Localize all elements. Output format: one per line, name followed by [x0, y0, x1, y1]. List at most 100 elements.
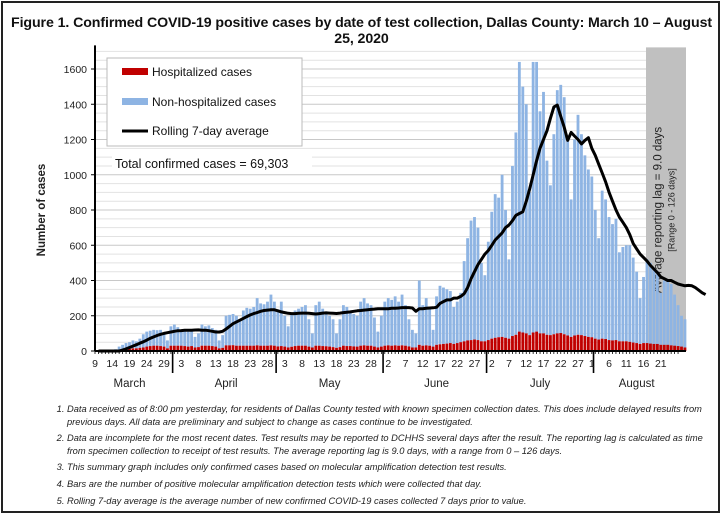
bar-hospitalized — [662, 344, 666, 351]
bar-hospitalized — [531, 332, 535, 351]
bar-hospitalized — [514, 334, 518, 351]
bar-hospitalized — [390, 345, 394, 351]
bar-non-hospitalized — [455, 301, 459, 344]
bar-hospitalized — [359, 345, 363, 351]
x-tick-label: 13 — [313, 358, 325, 370]
bar-hospitalized — [448, 343, 452, 351]
bar-hospitalized — [379, 346, 383, 351]
bar-hospitalized — [166, 348, 169, 351]
bar-non-hospitalized — [400, 294, 404, 346]
bar-hospitalized — [652, 343, 656, 351]
bar-non-hospitalized — [638, 298, 642, 344]
x-tick-label: 27 — [572, 358, 584, 370]
bar-hospitalized — [611, 340, 614, 351]
bar-non-hospitalized — [555, 90, 559, 334]
bar-hospitalized — [400, 345, 404, 351]
bar-hospitalized — [676, 346, 680, 351]
bar-hospitalized — [331, 347, 335, 351]
bar-non-hospitalized — [359, 301, 363, 346]
bar-non-hospitalized — [348, 310, 352, 347]
bar-non-hospitalized — [362, 298, 366, 346]
bar-hospitalized — [169, 345, 173, 351]
bar-non-hospitalized — [645, 259, 649, 344]
x-tick-label: 14 — [106, 358, 118, 370]
bar-hospitalized — [580, 335, 583, 351]
bar-hospitalized — [304, 345, 307, 351]
bar-non-hospitalized — [448, 291, 452, 344]
bar-hospitalized — [538, 333, 542, 351]
bar-non-hospitalized — [166, 340, 169, 349]
bar-non-hospitalized — [621, 247, 625, 342]
bar-non-hospitalized — [573, 139, 576, 336]
bar-non-hospitalized — [576, 114, 580, 335]
bar-hospitalized — [431, 346, 435, 351]
bar-hospitalized — [645, 343, 649, 351]
bar-hospitalized — [335, 347, 338, 351]
cases-chart: Average reporting lag = 9.0 days [Range 0… — [36, 45, 707, 390]
bar-hospitalized — [266, 345, 269, 351]
x-tick-label: 24 — [141, 358, 153, 370]
bar-non-hospitalized — [528, 192, 532, 336]
bar-hospitalized — [638, 343, 642, 351]
x-tick-label: 2 — [489, 358, 495, 370]
bar-non-hospitalized — [341, 305, 345, 346]
x-tick-label: 3 — [282, 358, 288, 370]
bar-hospitalized — [583, 336, 587, 351]
bar-hospitalized — [221, 347, 225, 351]
bar-non-hospitalized — [445, 289, 449, 344]
bar-non-hospitalized — [304, 305, 307, 346]
bar-hospitalized — [476, 340, 480, 351]
x-tick-label: 19 — [124, 358, 136, 370]
bar-non-hospitalized — [631, 257, 635, 343]
bar-non-hospitalized — [431, 329, 435, 347]
bar-hospitalized — [455, 343, 459, 351]
bar-hospitalized — [145, 346, 149, 351]
legend-label-non-hospitalized: Non-hospitalized cases — [152, 95, 276, 109]
bar-non-hospitalized — [517, 61, 521, 332]
bar-hospitalized — [597, 339, 601, 351]
bar-non-hospitalized — [286, 326, 290, 348]
bar-hospitalized — [600, 338, 604, 351]
bar-hospitalized — [138, 347, 142, 351]
bar-hospitalized — [435, 344, 438, 351]
bar-hospitalized — [269, 345, 273, 351]
bar-hospitalized — [235, 345, 238, 351]
bar-non-hospitalized — [179, 329, 183, 346]
bar-non-hospitalized — [369, 305, 373, 346]
bar-hospitalized — [500, 336, 504, 351]
bar-non-hospitalized — [231, 313, 235, 346]
bar-hospitalized — [466, 340, 470, 351]
footnote-4: Bars are the number of positive molecula… — [67, 478, 705, 491]
bar-non-hospitalized — [345, 306, 349, 347]
bar-hospitalized — [193, 347, 197, 351]
bar-hospitalized — [649, 343, 652, 351]
bar-hospitalized — [617, 341, 621, 351]
bar-hospitalized — [542, 333, 545, 351]
bar-hospitalized — [197, 347, 200, 351]
bar-hospitalized — [283, 346, 287, 351]
bar-hospitalized — [231, 345, 235, 351]
bar-hospitalized — [462, 341, 466, 351]
bar-non-hospitalized — [245, 307, 249, 346]
bar-hospitalized — [290, 346, 294, 351]
x-tick-label: 8 — [196, 358, 202, 370]
bar-non-hospitalized — [569, 199, 573, 337]
bar-non-hospitalized — [473, 217, 476, 340]
bar-non-hospitalized — [379, 315, 383, 347]
bar-hospitalized — [545, 334, 549, 351]
bar-non-hospitalized — [172, 324, 176, 346]
bar-non-hospitalized — [297, 308, 300, 346]
bar-non-hospitalized — [476, 227, 480, 341]
x-tick-label: 23 — [348, 358, 360, 370]
bar-hospitalized — [483, 341, 487, 351]
bar-hospitalized — [310, 347, 314, 351]
bar-non-hospitalized — [566, 139, 570, 336]
bar-hospitalized — [134, 348, 138, 351]
x-tick-label: 28 — [365, 358, 377, 370]
bar-hospitalized — [424, 345, 428, 351]
bar-hospitalized — [659, 344, 663, 351]
bar-hospitalized — [397, 345, 401, 351]
bar-non-hospitalized — [186, 331, 190, 347]
legend: Hospitalized cases Non-hospitalized cases… — [106, 57, 312, 172]
bar-hospitalized — [200, 345, 204, 351]
